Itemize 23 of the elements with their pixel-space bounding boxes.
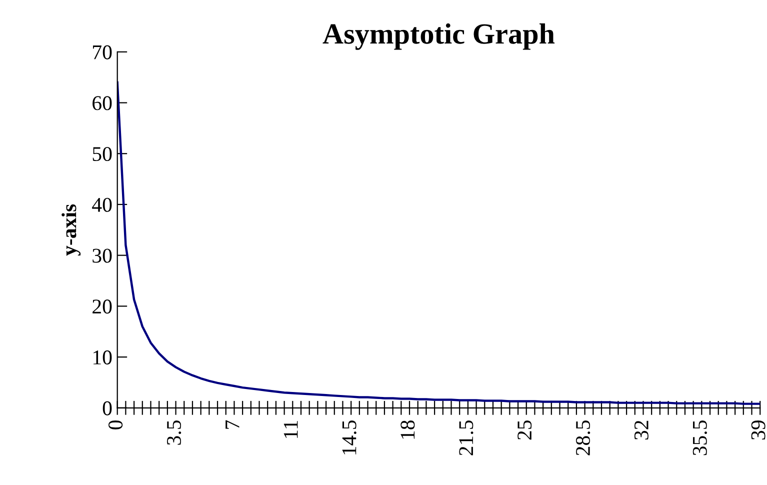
x-tick-label: 14.5 bbox=[342, 420, 356, 454]
y-tick-label: 0 bbox=[102, 401, 112, 416]
y-axis-title: y-axis bbox=[62, 204, 81, 256]
y-tick-label: 50 bbox=[92, 146, 112, 162]
x-tick-label: 3.5 bbox=[166, 420, 182, 445]
x-tick-label: 0 bbox=[108, 420, 123, 430]
x-tick-label: 25 bbox=[518, 420, 532, 440]
x-tick-label: 21.5 bbox=[459, 420, 474, 456]
x-tick-label: 32 bbox=[634, 420, 648, 440]
y-tick-label: 70 bbox=[93, 45, 112, 60]
x-tick-label: 18 bbox=[400, 420, 415, 439]
y-tick-label: 10 bbox=[93, 350, 112, 364]
line-series bbox=[117, 81, 760, 405]
y-tick-label: 40 bbox=[92, 198, 112, 212]
x-tick-label: 11 bbox=[284, 420, 298, 438]
y-tick-label: 30 bbox=[92, 248, 112, 263]
y-tick-label: 60 bbox=[92, 96, 112, 110]
x-tick-label: 39 bbox=[751, 420, 766, 440]
x-tick-label: 28.5 bbox=[576, 420, 590, 456]
x-tick-label: 7 bbox=[226, 420, 240, 429]
chart-title: Asymptotic Graph bbox=[322, 23, 555, 50]
x-tick-label: 35.5 bbox=[692, 420, 707, 456]
y-tick-label: 20 bbox=[92, 300, 112, 314]
